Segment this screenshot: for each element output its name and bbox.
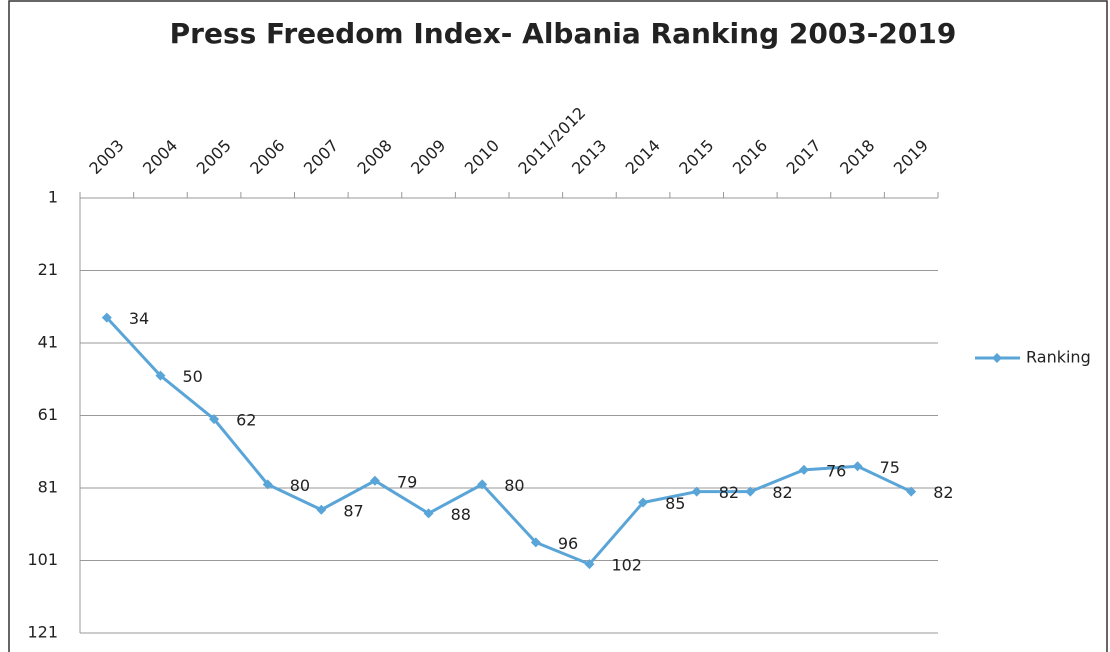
- marker: [101, 312, 112, 323]
- x-tick-label: 2003: [85, 136, 127, 178]
- marker: [530, 537, 541, 548]
- x-tick-label: 2005: [193, 136, 235, 178]
- chart-frame: [8, 0, 1108, 652]
- x-tick-label: 2009: [407, 136, 449, 178]
- marker: [691, 486, 702, 497]
- marker: [316, 504, 327, 515]
- data-label: 79: [397, 472, 417, 491]
- marker: [423, 508, 434, 519]
- data-label: 76: [826, 461, 846, 480]
- data-label: 80: [290, 476, 310, 495]
- marker: [155, 370, 166, 381]
- marker: [852, 461, 863, 472]
- data-label: 82: [933, 483, 953, 502]
- marker: [369, 475, 380, 486]
- data-label: 34: [129, 309, 149, 328]
- data-label: 62: [236, 411, 256, 430]
- marker: [906, 486, 917, 497]
- marker: [209, 414, 220, 425]
- x-tick-label: 2007: [300, 136, 342, 178]
- y-tick-label: 121: [27, 623, 58, 642]
- x-tick-label: 2010: [461, 136, 503, 178]
- marker: [798, 464, 809, 475]
- marker: [638, 497, 649, 508]
- data-label: 85: [665, 494, 685, 513]
- legend-marker: [992, 353, 1002, 363]
- marker: [745, 486, 756, 497]
- y-tick-label: 41: [38, 333, 58, 352]
- x-tick-label: 2015: [675, 136, 717, 178]
- data-label: 82: [772, 483, 792, 502]
- x-tick-label: 2013: [568, 136, 610, 178]
- data-label: 80: [504, 476, 524, 495]
- x-tick-label: 2006: [246, 136, 288, 178]
- data-label: 50: [182, 367, 202, 386]
- legend-label: Ranking: [1026, 348, 1091, 367]
- marker: [262, 479, 273, 490]
- data-label: 88: [451, 505, 471, 524]
- data-label: 75: [880, 458, 900, 477]
- x-tick-label: 2017: [783, 136, 825, 178]
- x-tick-label: 2019: [890, 136, 932, 178]
- marker: [477, 479, 488, 490]
- y-tick-label: 81: [38, 478, 58, 497]
- data-label: 87: [343, 501, 363, 520]
- marker: [584, 559, 595, 570]
- x-tick-label: 2014: [622, 136, 664, 178]
- y-tick-label: 61: [38, 405, 58, 424]
- x-tick-label: 2016: [729, 136, 771, 178]
- y-tick-label: 1: [48, 188, 58, 207]
- y-tick-label: 101: [27, 550, 58, 569]
- y-tick-label: 21: [38, 260, 58, 279]
- x-tick-label: 2008: [354, 136, 396, 178]
- data-label: 82: [719, 483, 739, 502]
- x-tick-label: 2004: [139, 136, 181, 178]
- data-label: 96: [558, 534, 578, 553]
- data-label: 102: [611, 556, 642, 575]
- x-tick-label: 2018: [836, 136, 878, 178]
- line: [105, 316, 912, 566]
- chart-title: Press Freedom Index- Albania Ranking 200…: [170, 17, 957, 50]
